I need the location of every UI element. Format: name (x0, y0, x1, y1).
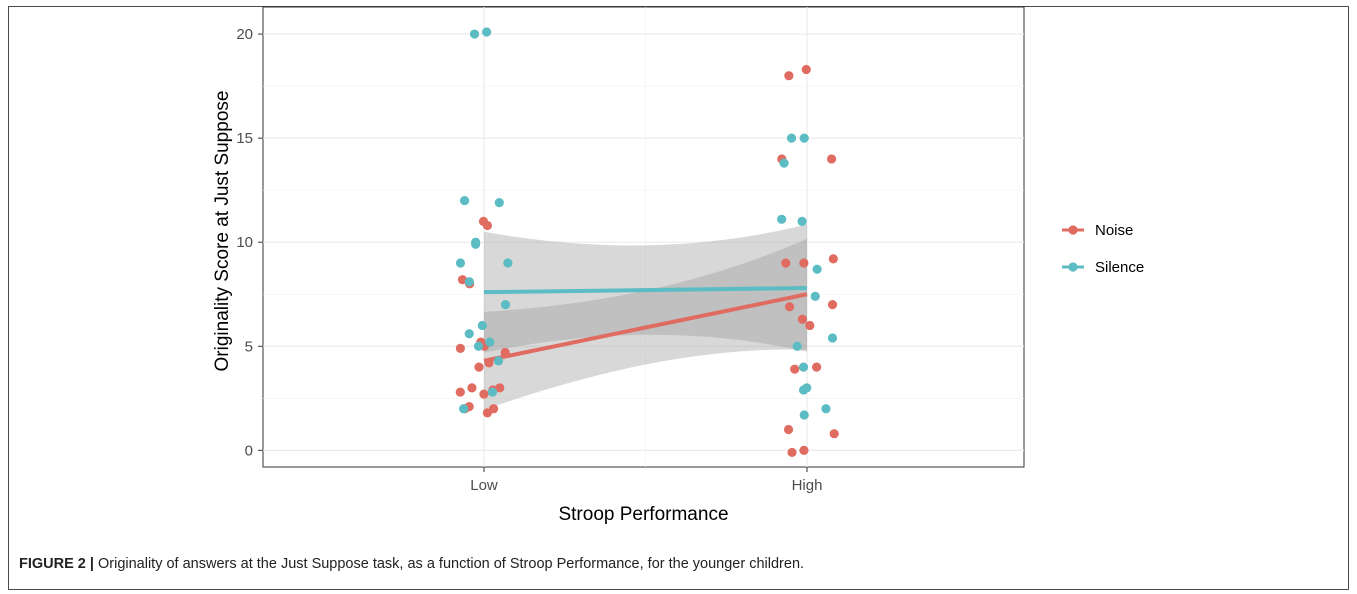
x-axis-ticks: Low High (470, 467, 822, 494)
point-noise (812, 362, 822, 372)
point-noise (805, 320, 815, 331)
point-noise (474, 362, 484, 372)
point-noise (797, 314, 808, 324)
trend-lines (483, 285, 808, 363)
point-silence (798, 362, 809, 372)
point-silence (471, 239, 481, 249)
point-silence (821, 404, 831, 414)
point-silence (494, 198, 504, 208)
point-silence (459, 404, 469, 414)
point-silence (500, 300, 511, 310)
point-silence (797, 216, 807, 226)
point-silence (482, 27, 492, 37)
point-silence (485, 337, 495, 347)
point-silence (493, 356, 504, 366)
figure-caption-text: Originality of answers at the Just Suppo… (98, 556, 805, 572)
point-noise (482, 220, 493, 231)
point-noise (790, 364, 800, 374)
legend-label-silence: Silence (1095, 259, 1144, 276)
point-noise (784, 71, 794, 81)
point-noise (784, 302, 795, 312)
trend-line-silence (483, 285, 808, 295)
y-tick-label: 5 (245, 338, 253, 355)
legend-key-point (1068, 262, 1078, 272)
confidence-band-noise (484, 238, 807, 410)
point-noise (500, 347, 510, 358)
y-tick-label: 10 (236, 234, 253, 251)
point-silence (810, 291, 820, 301)
y-axis-title: Originality Score at Just Suppose (212, 91, 233, 372)
point-noise (484, 358, 494, 368)
plot-panel (262, 6, 1025, 468)
point-noise (495, 383, 505, 393)
legend-label-noise: Noise (1095, 222, 1133, 239)
point-silence (799, 410, 809, 420)
point-silence (473, 341, 484, 351)
figure-caption-label: FIGURE 2 | (19, 556, 94, 572)
point-silence (503, 258, 513, 268)
point-silence (464, 277, 474, 287)
x-tick-label: High (792, 477, 823, 494)
point-silence (798, 385, 809, 395)
point-noise (827, 300, 838, 310)
chart: 0 5 10 15 20 Low High Stroop Performance Orig… (212, 6, 1144, 525)
point-noise (828, 254, 838, 264)
point-noise (482, 408, 492, 418)
point-noise (457, 275, 468, 285)
y-tick-label: 0 (245, 442, 253, 459)
point-silence (464, 329, 474, 339)
point-noise (799, 258, 809, 268)
point-silence (777, 214, 787, 224)
point-silence (460, 195, 470, 206)
point-noise (783, 424, 794, 435)
point-silence (469, 29, 480, 39)
y-tick-label: 20 (236, 26, 253, 43)
point-noise (826, 154, 837, 164)
x-tick-label: Low (470, 477, 498, 494)
y-tick-label: 15 (236, 130, 253, 147)
point-noise (455, 387, 465, 397)
point-noise (455, 343, 465, 353)
point-noise (479, 389, 489, 399)
point-noise (467, 383, 477, 393)
point-silence (779, 158, 789, 168)
trend-line-noise (483, 292, 808, 363)
legend-key-point (1068, 225, 1078, 235)
point-silence (799, 133, 809, 143)
point-silence (812, 264, 822, 274)
point-noise (781, 258, 791, 268)
point-silence (792, 341, 802, 351)
point-silence (477, 320, 487, 331)
point-silence (487, 387, 498, 397)
point-noise (787, 447, 797, 458)
x-axis-title: Stroop Performance (558, 504, 728, 525)
point-noise (801, 64, 811, 75)
point-silence (786, 133, 797, 143)
point-silence (455, 258, 466, 268)
point-noise (829, 429, 839, 439)
point-noise (799, 445, 809, 455)
legend: Noise Silence (1062, 222, 1144, 276)
figure-caption: FIGURE 2 | Originality of answers at the… (19, 556, 1339, 572)
point-silence (827, 333, 838, 343)
y-axis-ticks: 0 5 10 15 20 (236, 26, 263, 459)
data-points (455, 27, 839, 458)
